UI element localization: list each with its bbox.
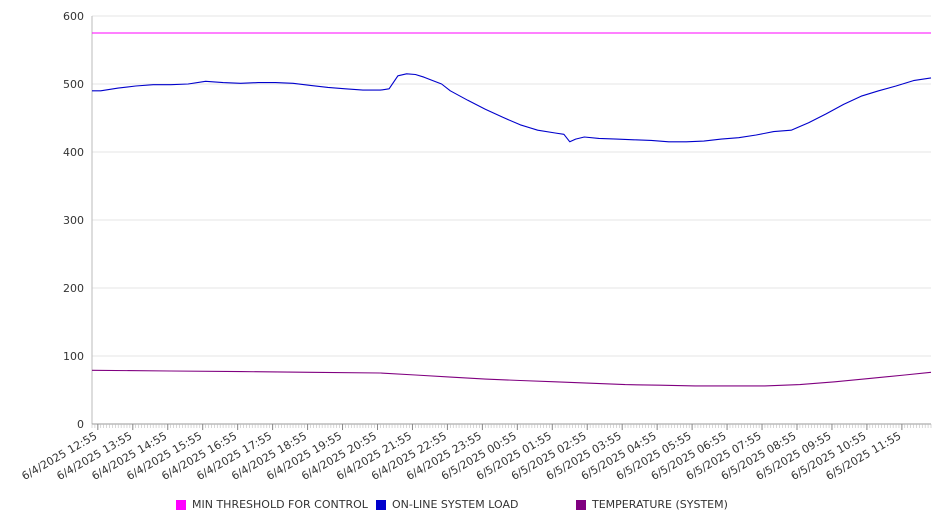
y-axis-ticks: 0 100 200 300 400 500 600 <box>63 10 84 431</box>
series-lines <box>91 32 932 387</box>
series-line-1 <box>92 73 932 143</box>
legend-item-temperature[interactable]: TEMPERATURE (SYSTEM) <box>576 498 728 511</box>
legend-swatch-threshold <box>176 499 186 510</box>
y-tick-label: 0 <box>77 418 84 431</box>
legend-label-temperature: TEMPERATURE (SYSTEM) <box>592 498 728 511</box>
legend-item-load[interactable]: ON-LINE SYSTEM LOAD <box>376 498 518 511</box>
axes <box>91 16 932 428</box>
legend-label-load: ON-LINE SYSTEM LOAD <box>392 498 519 511</box>
legend-swatch-temperature <box>576 499 586 510</box>
y-tick-label: 400 <box>63 146 84 159</box>
x-axis-ticks: 6/4/2025 12:556/4/2025 13:556/4/2025 14:… <box>20 424 903 483</box>
legend-item-threshold[interactable]: MIN THRESHOLD FOR CONTROL <box>176 498 368 511</box>
legend-label-threshold: MIN THRESHOLD FOR CONTROL <box>192 498 368 511</box>
y-tick-label: 600 <box>63 10 84 23</box>
y-tick-label: 100 <box>63 350 84 363</box>
gridlines <box>92 15 931 425</box>
series-line-2 <box>91 369 932 387</box>
legend-swatch-load <box>376 499 386 510</box>
legend: MIN THRESHOLD FOR CONTROL ON-LINE SYSTEM… <box>0 498 946 514</box>
y-tick-label: 200 <box>63 282 84 295</box>
y-tick-label: 500 <box>63 78 84 91</box>
y-tick-label: 300 <box>63 214 84 227</box>
